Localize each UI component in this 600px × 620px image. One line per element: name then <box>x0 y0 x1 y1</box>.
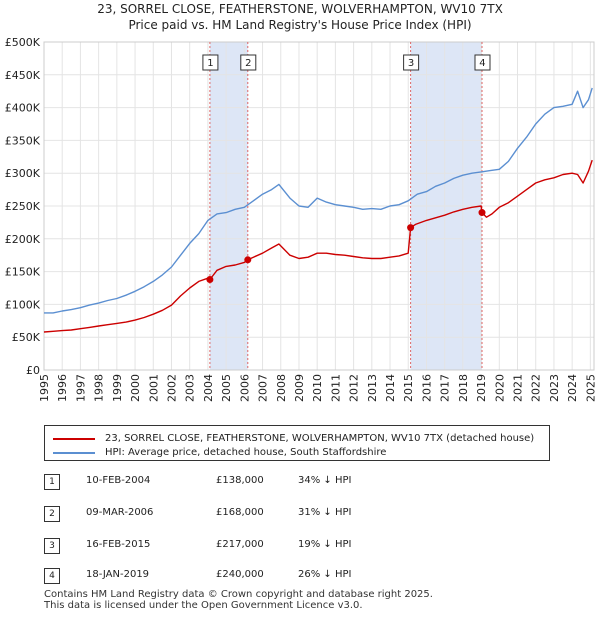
x-tick-label: 2000 <box>129 374 142 402</box>
x-tick-label: 2002 <box>165 374 178 402</box>
transaction-marker-box-1 <box>202 54 219 71</box>
transaction-markers: 1 2 3 4 <box>202 54 491 71</box>
transaction-number: 4 <box>44 568 60 584</box>
transaction-marker-label-4: 4 <box>479 58 485 69</box>
footer: Contains HM Land Registry data © Crown c… <box>44 589 433 611</box>
table-row: 4 18-JAN-2019 £240,000 26% ↓ HPI <box>44 568 564 584</box>
y-tick-label: £150K <box>5 266 41 279</box>
transaction-marker-label-1: 1 <box>207 58 213 69</box>
x-tick-label: 2005 <box>220 374 233 402</box>
x-tick-label: 2021 <box>512 374 525 402</box>
transaction-point-2 <box>244 256 252 264</box>
transaction-price: £217,000 <box>216 539 264 550</box>
x-tick-label: 2025 <box>584 374 597 402</box>
chart-title-line2: Price paid vs. HM Land Registry's House … <box>128 18 471 32</box>
x-tick-label: 2017 <box>439 374 452 402</box>
x-tick-label: 2022 <box>530 374 543 402</box>
x-tick-label: 2006 <box>238 374 251 402</box>
grid <box>43 41 595 371</box>
x-tick-label: 1996 <box>56 374 69 402</box>
x-tick-label: 2018 <box>457 374 470 402</box>
transaction-lines <box>209 42 483 370</box>
transaction-price: £240,000 <box>216 569 264 580</box>
x-axis-ticks: 1995 1996 1997 1998 1999 2000 2001 2002 2003 2004… <box>38 374 597 402</box>
y-tick-label: £0 <box>26 364 40 377</box>
x-tick-label: 2007 <box>257 374 270 402</box>
y-tick-label: £100K <box>5 298 41 311</box>
price-chart: 23, SORREL CLOSE, FEATHERSTONE, WOLVERHA… <box>5 2 598 402</box>
transaction-point-1 <box>206 275 214 283</box>
legend-item-hpi: HPI: Average price, detached house, Sout… <box>53 447 386 458</box>
y-tick-label: £300K <box>5 167 41 180</box>
table-row: 3 16-FEB-2015 £217,000 19% ↓ HPI <box>44 538 564 554</box>
legend-item-property: 23, SORREL CLOSE, FEATHERSTONE, WOLVERHA… <box>53 433 534 444</box>
transaction-marker-box-4 <box>474 54 491 71</box>
legend: 23, SORREL CLOSE, FEATHERSTONE, WOLVERHA… <box>44 425 550 461</box>
x-tick-label: 2011 <box>329 374 342 402</box>
x-tick-label: 2008 <box>275 374 288 402</box>
plot-frame <box>43 41 595 371</box>
transaction-marker-label-2: 2 <box>245 58 251 69</box>
footer-copyright: Contains HM Land Registry data © Crown c… <box>44 589 433 600</box>
transaction-date: 18-JAN-2019 <box>86 569 150 580</box>
legend-label-property: 23, SORREL CLOSE, FEATHERSTONE, WOLVERHA… <box>105 433 535 444</box>
transaction-hpi-relation: 26% ↓ HPI <box>298 569 352 580</box>
footer-licence: This data is licensed under the Open Gov… <box>44 600 363 611</box>
legend-swatch-property <box>53 437 95 440</box>
transaction-date: 16-FEB-2015 <box>86 539 151 550</box>
x-tick-label: 1997 <box>74 374 87 402</box>
y-tick-label: £500K <box>5 36 41 49</box>
x-tick-label: 1995 <box>38 374 51 402</box>
x-tick-label: 2015 <box>402 374 415 402</box>
transaction-price: £138,000 <box>216 475 264 486</box>
y-tick-label: £400K <box>5 102 41 115</box>
y-tick-label: £200K <box>5 233 41 246</box>
table-row: 1 10-FEB-2004 £138,000 34% ↓ HPI <box>44 474 564 490</box>
transaction-number: 2 <box>44 506 60 522</box>
transaction-hpi-relation: 19% ↓ HPI <box>298 539 352 550</box>
x-tick-label: 2001 <box>147 374 160 402</box>
y-tick-label: £50K <box>12 331 41 344</box>
y-axis-ticks: £0 £50K £100K £150K £200K £250K £300K £350K £400… <box>5 36 41 377</box>
legend-label-hpi: HPI: Average price, detached house, Sout… <box>105 447 387 458</box>
hpi-line <box>44 87 593 314</box>
y-tick-label: £450K <box>5 69 41 82</box>
transaction-hpi-relation: 31% ↓ HPI <box>298 507 352 518</box>
legend-swatch-hpi <box>53 451 95 454</box>
x-tick-label: 2023 <box>548 374 561 402</box>
x-tick-label: 1999 <box>111 374 124 402</box>
transaction-marker-box-2 <box>240 54 257 71</box>
chart-title-line1: 23, SORREL CLOSE, FEATHERSTONE, WOLVERHA… <box>97 2 503 16</box>
transaction-date: 10-FEB-2004 <box>86 475 151 486</box>
x-tick-label: 1998 <box>93 374 106 402</box>
transaction-number: 3 <box>44 538 60 554</box>
y-tick-label: £350K <box>5 134 41 147</box>
property-line <box>43 159 593 333</box>
transaction-hpi-relation: 34% ↓ HPI <box>298 475 352 486</box>
x-tick-label: 2013 <box>366 374 379 402</box>
x-tick-label: 2009 <box>293 374 306 402</box>
x-tick-label: 2003 <box>184 374 197 402</box>
table-row: 2 09-MAR-2006 £168,000 31% ↓ HPI <box>44 506 564 522</box>
transaction-number: 1 <box>44 474 60 490</box>
x-tick-label: 2020 <box>493 374 506 402</box>
transaction-price: £168,000 <box>216 507 264 518</box>
transaction-marker-label-3: 3 <box>408 58 414 69</box>
transaction-marker-box-3 <box>403 54 420 71</box>
series-lines <box>43 87 593 333</box>
transaction-point-3 <box>407 224 415 232</box>
x-tick-label: 2004 <box>202 374 215 402</box>
y-tick-label: £250K <box>5 200 41 213</box>
transaction-date: 09-MAR-2006 <box>86 507 154 518</box>
transaction-points <box>206 209 486 283</box>
x-tick-label: 2012 <box>348 374 361 402</box>
x-tick-label: 2014 <box>384 374 397 402</box>
x-tick-label: 2024 <box>566 374 579 402</box>
x-tick-label: 2016 <box>420 374 433 402</box>
x-tick-label: 2019 <box>475 374 488 402</box>
transaction-point-4 <box>478 209 486 217</box>
x-tick-label: 2010 <box>311 374 324 402</box>
